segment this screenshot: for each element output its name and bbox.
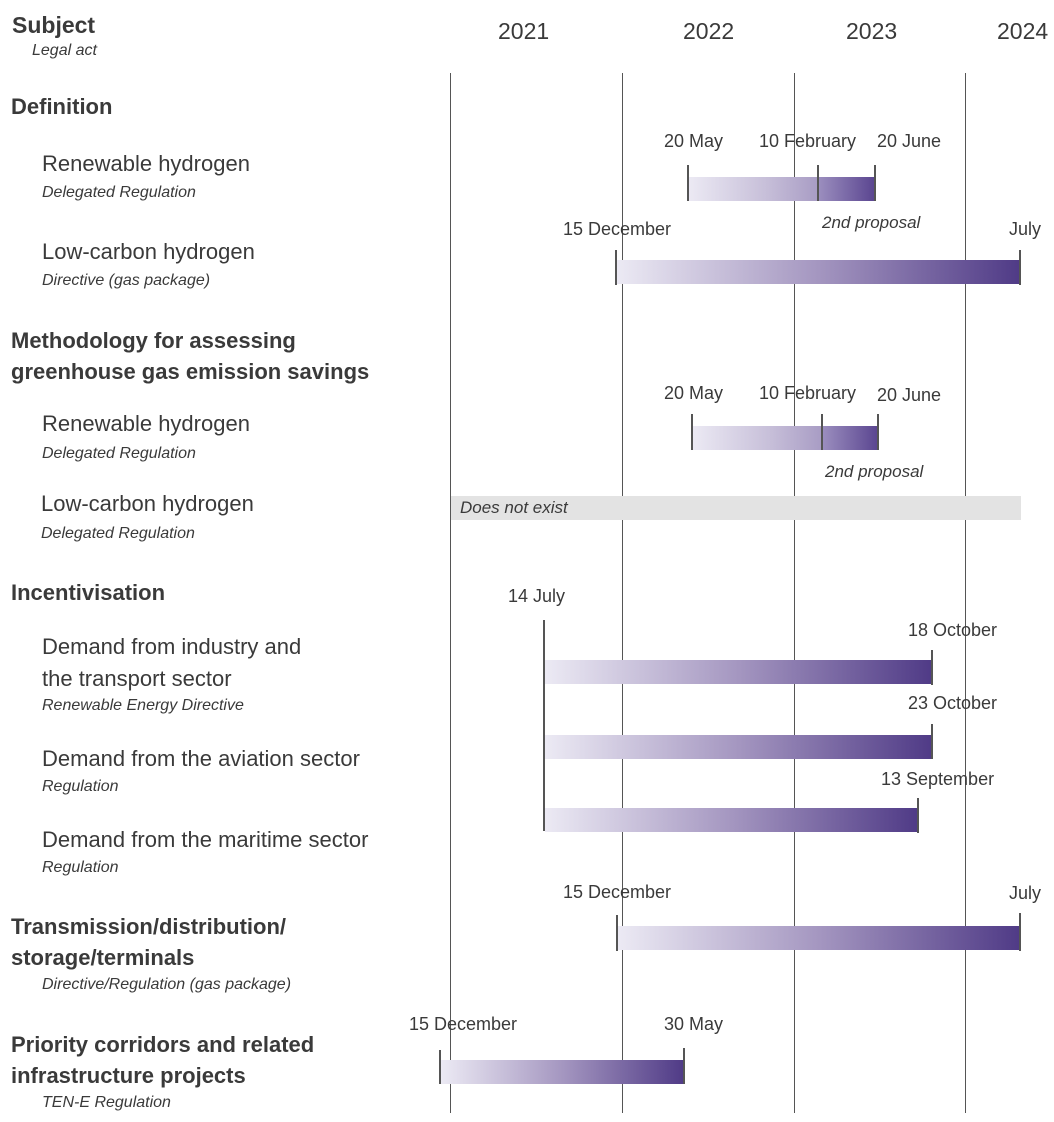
timeline-tick: [817, 165, 819, 201]
gridline-2024: [965, 73, 966, 1113]
row-subtitle: Delegated Regulation: [41, 525, 195, 542]
gridline-2021: [450, 73, 451, 1113]
row-title-line1: Demand from industry and: [42, 634, 302, 659]
gridline-2023: [794, 73, 795, 1113]
note-label: 2nd proposal: [825, 462, 924, 481]
section-methodology-line2: greenhouse gas emission savings: [11, 359, 370, 384]
row-title: Demand from the aviation sector: [42, 746, 360, 771]
section-transmission-line2: storage/terminals: [11, 945, 195, 970]
timeline-bar: [441, 1060, 685, 1084]
section-transmission-line1: Transmission/distribution/: [11, 914, 287, 939]
row-subtitle: Delegated Regulation: [42, 445, 196, 462]
row-title-line2: the transport sector: [42, 666, 232, 691]
date-label: 14 July: [508, 586, 566, 606]
timeline-bar: [545, 660, 933, 684]
row-subtitle: Renewable Energy Directive: [42, 697, 244, 714]
timeline-tick: [931, 650, 933, 685]
date-label: 20 June: [877, 131, 942, 151]
date-label: 10 February: [759, 131, 857, 151]
timeline-bar-2nd-proposal: [822, 426, 878, 450]
date-label: 20 May: [664, 131, 724, 151]
year-2021: 2021: [498, 18, 550, 44]
date-label: 10 February: [759, 383, 857, 403]
row-subtitle: Directive (gas package): [42, 272, 211, 289]
note-label: 2nd proposal: [822, 213, 921, 232]
timeline-bar: [616, 260, 1021, 284]
subject-header: Subject: [12, 12, 96, 38]
section-priority-line1: Priority corridors and related: [11, 1032, 315, 1057]
timeline-tick: [931, 724, 933, 759]
date-label: 30 May: [664, 1014, 724, 1034]
timeline-tick: [917, 798, 919, 833]
date-label: 20 May: [664, 383, 724, 403]
row-subtitle: Regulation: [42, 859, 119, 876]
timeline-bar-2nd-proposal: [818, 177, 875, 201]
legal-act-header: Legal act: [32, 42, 97, 59]
timeline-tick: [877, 414, 879, 450]
row-title: Low-carbon hydrogen: [41, 491, 254, 516]
row-title: Low-carbon hydrogen: [42, 239, 255, 264]
timeline-tick: [615, 250, 617, 285]
section-priority-line2: infrastructure projects: [11, 1063, 246, 1088]
date-label: 20 June: [877, 385, 942, 405]
gridline-2022: [622, 73, 623, 1113]
year-2023: 2023: [846, 18, 898, 44]
timeline-bar: [692, 426, 822, 450]
section-incentivisation: Incentivisation: [11, 580, 166, 605]
timeline-bar: [545, 808, 919, 832]
date-label: July: [1009, 883, 1042, 903]
section-definition: Definition: [11, 94, 113, 119]
timeline-tick: [874, 165, 876, 201]
date-label: 15 December: [563, 882, 672, 902]
timeline-tick: [687, 165, 689, 201]
timeline-tick: [616, 915, 618, 951]
date-label: 13 September: [881, 769, 995, 789]
timeline-tick: [439, 1050, 441, 1084]
does-not-exist-bar: [451, 496, 1021, 520]
timeline-start-line: [543, 620, 545, 831]
timeline-bar: [618, 926, 1021, 950]
date-label: 15 December: [409, 1014, 518, 1034]
row-subtitle: Directive/Regulation (gas package): [42, 976, 292, 993]
row-title: Renewable hydrogen: [42, 151, 250, 176]
row-subtitle: Regulation: [42, 778, 119, 795]
row-subtitle: Delegated Regulation: [42, 184, 196, 201]
date-label: 18 October: [908, 620, 998, 640]
date-label: July: [1009, 219, 1042, 239]
row-subtitle: TEN-E Regulation: [42, 1094, 171, 1111]
date-label: 15 December: [563, 219, 672, 239]
timeline-bar: [545, 735, 933, 759]
timeline-tick: [683, 1048, 685, 1084]
row-title: Renewable hydrogen: [42, 411, 250, 436]
timeline-bar: [688, 177, 818, 201]
timeline-tick: [821, 414, 823, 450]
does-not-exist-label: Does not exist: [460, 498, 568, 517]
timeline-tick: [1019, 913, 1021, 951]
year-2022: 2022: [683, 18, 735, 44]
timeline-tick: [1019, 250, 1021, 285]
timeline-tick: [691, 414, 693, 450]
row-title: Demand from the maritime sector: [42, 827, 369, 852]
section-methodology-line1: Methodology for assessing: [11, 328, 296, 353]
date-label: 23 October: [908, 693, 998, 713]
year-2024: 2024: [997, 18, 1049, 44]
